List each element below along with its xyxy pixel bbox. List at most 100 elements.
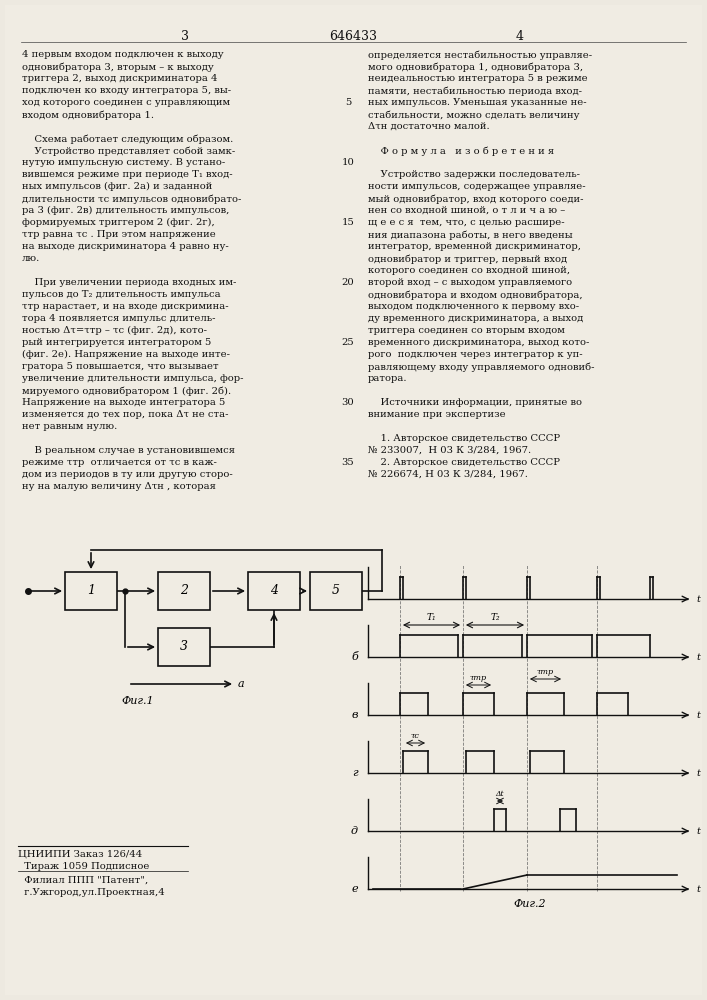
Text: ЦНИИПИ Заказ 126/44: ЦНИИПИ Заказ 126/44 <box>18 850 142 859</box>
Text: интегратор, временной дискриминатор,: интегратор, временной дискриминатор, <box>368 242 581 251</box>
Text: тора 4 появляется импульс длитель-: тора 4 появляется импульс длитель- <box>22 314 216 323</box>
Text: Источники информации, принятые во: Источники информации, принятые во <box>368 398 582 407</box>
Text: ратора.: ратора. <box>368 374 407 383</box>
Text: τтр нарастает, и на входе дискримина-: τтр нарастает, и на входе дискримина- <box>22 302 228 311</box>
Text: 25: 25 <box>341 338 354 347</box>
Text: Напряжение на выходе интегратора 5: Напряжение на выходе интегратора 5 <box>22 398 226 407</box>
Text: 1. Авторское свидетельство СССР: 1. Авторское свидетельство СССР <box>368 434 560 443</box>
Text: второй вход – с выходом управляемого: второй вход – с выходом управляемого <box>368 278 572 287</box>
Text: вившемся режиме при периоде T₁ вход-: вившемся режиме при периоде T₁ вход- <box>22 170 233 179</box>
Text: Схема работает следующим образом.: Схема работает следующим образом. <box>22 134 233 143</box>
Text: мого одновибратора 1, одновибратора 3,: мого одновибратора 1, одновибратора 3, <box>368 62 583 72</box>
Text: определяется нестабильностью управляе-: определяется нестабильностью управляе- <box>368 50 592 60</box>
Text: 4: 4 <box>270 584 278 597</box>
Text: t: t <box>696 884 700 894</box>
Text: При увеличении периода входных им-: При увеличении периода входных им- <box>22 278 236 287</box>
Text: рый интегрируется интегратором 5: рый интегрируется интегратором 5 <box>22 338 211 347</box>
Text: Тираж 1059 Подписное: Тираж 1059 Подписное <box>18 862 149 871</box>
Text: Δτн достаточно малой.: Δτн достаточно малой. <box>368 122 490 131</box>
Text: пульсов до T₂ длительность импульса: пульсов до T₂ длительность импульса <box>22 290 221 299</box>
Text: равляющему входу управляемого одновиб-: равляющему входу управляемого одновиб- <box>368 362 595 371</box>
Text: t: t <box>696 768 700 778</box>
Text: входом одновибратора 1.: входом одновибратора 1. <box>22 110 154 119</box>
Text: лю.: лю. <box>22 254 40 263</box>
Text: ностью Δτ=τтр – τс (фиг. 2д), кото-: ностью Δτ=τтр – τс (фиг. 2д), кото- <box>22 326 207 335</box>
Text: временного дискриминатора, выход кото-: временного дискриминатора, выход кото- <box>368 338 590 347</box>
Text: в: в <box>351 710 358 720</box>
Bar <box>310 572 362 610</box>
Text: τтр: τтр <box>469 674 486 682</box>
Text: выходом подключенного к первому вхо-: выходом подключенного к первому вхо- <box>368 302 579 311</box>
Text: а: а <box>238 679 245 689</box>
Text: дом из периодов в ту или другую сторо-: дом из периодов в ту или другую сторо- <box>22 470 233 479</box>
Text: τтр равна τс . При этом напряжение: τтр равна τс . При этом напряжение <box>22 230 216 239</box>
Text: 3: 3 <box>180 641 188 654</box>
Text: триггера соединен со вторым входом: триггера соединен со вторым входом <box>368 326 565 335</box>
Text: нет равным нулю.: нет равным нулю. <box>22 422 117 431</box>
Text: длительности τс импульсов одновибрато-: длительности τс импульсов одновибрато- <box>22 194 241 204</box>
Text: Ф о р м у л а   и з о б р е т е н и я: Ф о р м у л а и з о б р е т е н и я <box>368 146 554 155</box>
Text: г: г <box>352 768 358 778</box>
Text: t: t <box>696 652 700 662</box>
Text: Устройство задержки последователь-: Устройство задержки последователь- <box>368 170 580 179</box>
Text: 2: 2 <box>180 584 188 597</box>
Text: 10: 10 <box>341 158 354 167</box>
Text: памяти, нестабильностью периода вход-: памяти, нестабильностью периода вход- <box>368 86 582 96</box>
Text: ния диапазона работы, в него введены: ния диапазона работы, в него введены <box>368 230 573 239</box>
Text: ход которого соединен с управляющим: ход которого соединен с управляющим <box>22 98 230 107</box>
Text: щ е е с я  тем, что, с целью расшире-: щ е е с я тем, что, с целью расшире- <box>368 218 565 227</box>
Text: (фиг. 2е). Напряжение на выходе инте-: (фиг. 2е). Напряжение на выходе инте- <box>22 350 230 359</box>
Text: T₂: T₂ <box>490 613 500 622</box>
Text: 3: 3 <box>181 30 189 43</box>
Text: а: а <box>351 594 358 604</box>
Text: 1: 1 <box>87 584 95 597</box>
Text: ных импульсов. Уменьшая указанные не-: ных импульсов. Уменьшая указанные не- <box>368 98 587 107</box>
Text: е: е <box>351 884 358 894</box>
Text: на выходе дискриминатора 4 равно ну-: на выходе дискриминатора 4 равно ну- <box>22 242 229 251</box>
Text: ну на малую величину Δτн , которая: ну на малую величину Δτн , которая <box>22 482 216 491</box>
Bar <box>158 572 210 610</box>
Text: ных импульсов (фиг. 2а) и заданной: ных импульсов (фиг. 2а) и заданной <box>22 182 212 191</box>
Text: увеличение длительности импульса, фор-: увеличение длительности импульса, фор- <box>22 374 243 383</box>
Text: б: б <box>351 652 358 662</box>
Text: № 233007,  Н 03 К 3/284, 1967.: № 233007, Н 03 К 3/284, 1967. <box>368 446 531 455</box>
Text: триггера 2, выход дискриминатора 4: триггера 2, выход дискриминатора 4 <box>22 74 218 83</box>
Text: Фиг.2: Фиг.2 <box>514 899 547 909</box>
Bar <box>158 628 210 666</box>
Text: 4: 4 <box>516 30 524 43</box>
Text: 646433: 646433 <box>329 30 377 43</box>
Text: формируемых триггером 2 (фиг. 2г),: формируемых триггером 2 (фиг. 2г), <box>22 218 215 227</box>
Text: t: t <box>696 826 700 836</box>
Text: t: t <box>696 594 700 603</box>
Text: Устройство представляет собой замк-: Устройство представляет собой замк- <box>22 146 235 155</box>
Bar <box>65 572 117 610</box>
Text: стабильности, можно сделать величину: стабильности, можно сделать величину <box>368 110 580 119</box>
Text: одновибратора 3, вторым – к выходу: одновибратора 3, вторым – к выходу <box>22 62 214 72</box>
Bar <box>248 572 300 610</box>
Text: № 226674, Н 03 К 3/284, 1967.: № 226674, Н 03 К 3/284, 1967. <box>368 470 528 479</box>
Text: τc: τc <box>411 732 419 740</box>
Text: мируемого одновибратором 1 (фиг. 2б).: мируемого одновибратором 1 (фиг. 2б). <box>22 386 231 395</box>
Text: 2. Авторское свидетельство СССР: 2. Авторское свидетельство СССР <box>368 458 560 467</box>
Text: ности импульсов, содержащее управляе-: ности импульсов, содержащее управляе- <box>368 182 585 191</box>
Text: внимание при экспертизе: внимание при экспертизе <box>368 410 506 419</box>
Text: Филиал ППП "Патент",: Филиал ППП "Патент", <box>18 876 148 885</box>
Text: нен со входной шиной, о т л и ч а ю –: нен со входной шиной, о т л и ч а ю – <box>368 206 566 215</box>
Text: неидеальностью интегратора 5 в режиме: неидеальностью интегратора 5 в режиме <box>368 74 588 83</box>
Text: 5: 5 <box>332 584 340 597</box>
Text: ра 3 (фиг. 2в) длительность импульсов,: ра 3 (фиг. 2в) длительность импульсов, <box>22 206 229 215</box>
Text: 35: 35 <box>341 458 354 467</box>
Text: д: д <box>351 826 358 836</box>
Text: τтр: τтр <box>537 668 554 676</box>
Text: мый одновибратор, вход которого соеди-: мый одновибратор, вход которого соеди- <box>368 194 583 204</box>
Text: 4 первым входом подключен к выходу: 4 первым входом подключен к выходу <box>22 50 223 59</box>
Text: подключен ко входу интегратора 5, вы-: подключен ко входу интегратора 5, вы- <box>22 86 231 95</box>
Text: изменяется до тех пор, пока Δτ не ста-: изменяется до тех пор, пока Δτ не ста- <box>22 410 228 419</box>
Text: 30: 30 <box>341 398 354 407</box>
Text: 20: 20 <box>341 278 354 287</box>
Text: Фиг.1: Фиг.1 <box>122 696 154 706</box>
Text: ду временного дискриминатора, а выход: ду временного дискриминатора, а выход <box>368 314 583 323</box>
Text: одновибратора и входом одновибратора,: одновибратора и входом одновибратора, <box>368 290 583 300</box>
Text: T₁: T₁ <box>426 613 436 622</box>
Text: режиме τтр  отличается от τс в каж-: режиме τтр отличается от τс в каж- <box>22 458 217 467</box>
